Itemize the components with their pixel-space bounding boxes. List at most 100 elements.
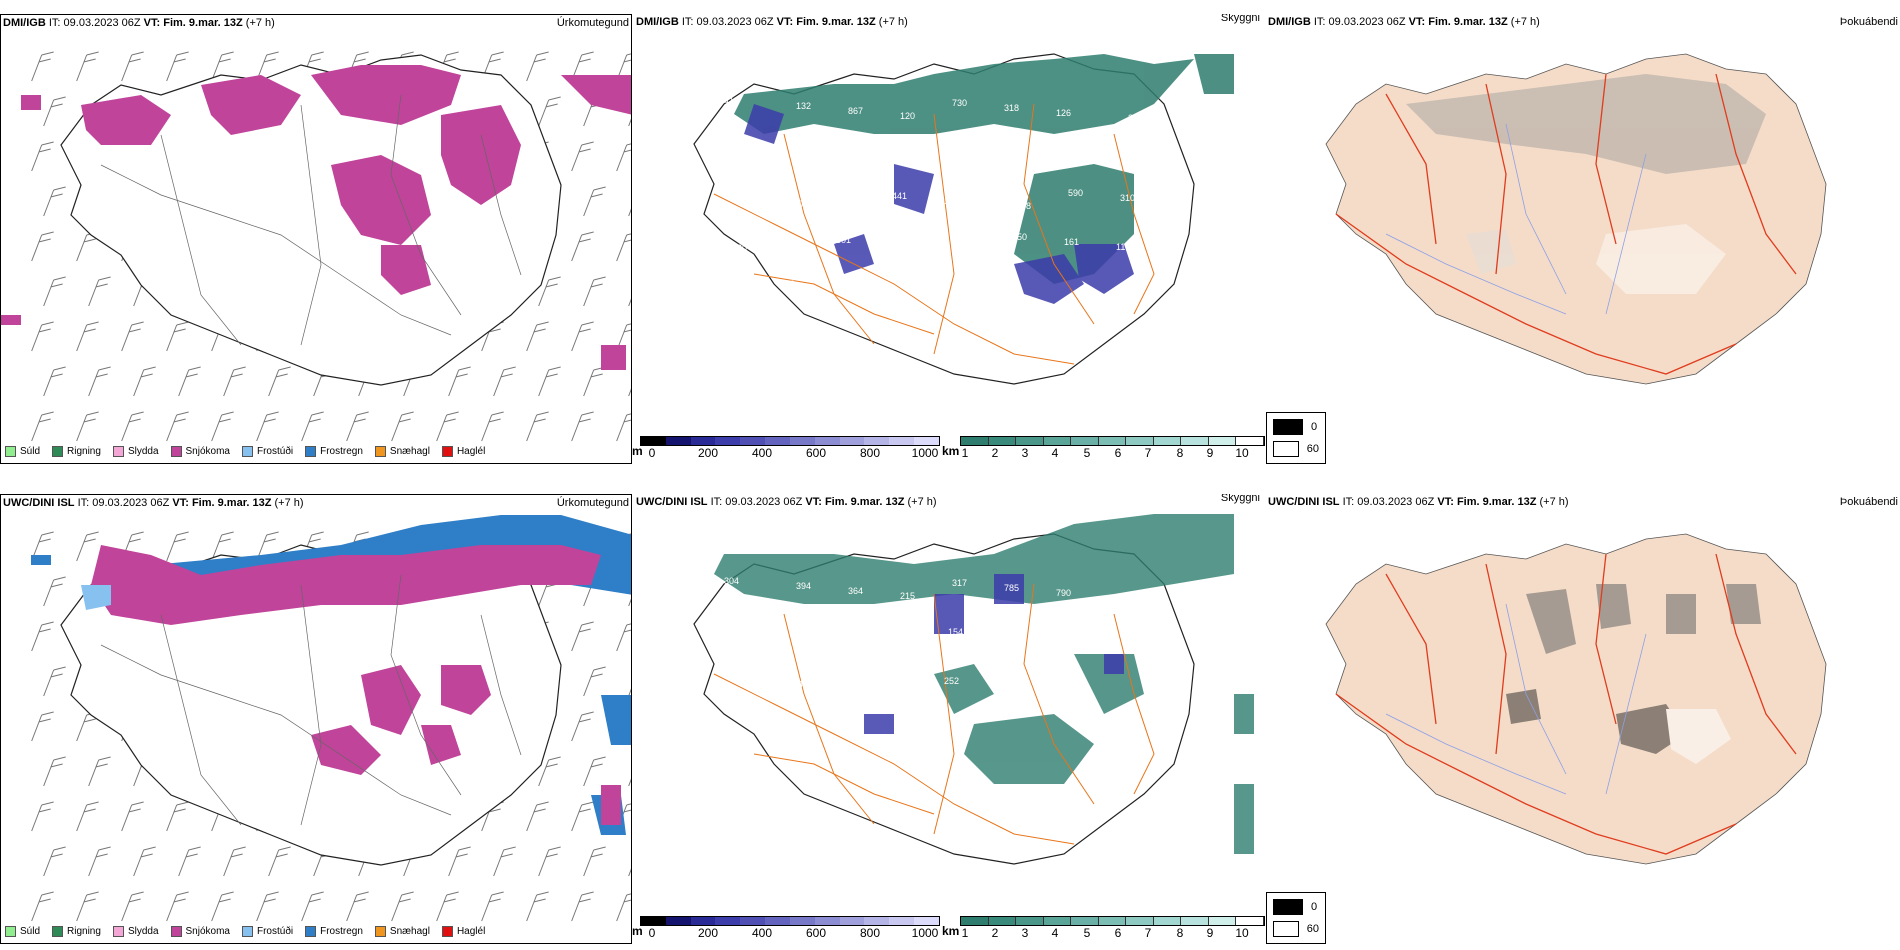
colorbar-cell bbox=[1236, 437, 1265, 445]
wind-barb bbox=[538, 846, 561, 877]
wind-barb bbox=[223, 846, 246, 877]
colorbar-cell bbox=[1153, 437, 1182, 445]
legend-swatch bbox=[241, 926, 253, 937]
wind-barb bbox=[76, 411, 99, 442]
tick: 8 bbox=[1176, 446, 1184, 460]
colorbar-cell bbox=[1098, 437, 1127, 445]
legend-label: Slydda bbox=[127, 926, 159, 937]
wind-barb bbox=[76, 51, 99, 82]
wind-barb bbox=[616, 413, 631, 442]
colorbar-cell bbox=[1071, 917, 1099, 925]
wind-barb bbox=[526, 321, 549, 352]
colorbar-cell bbox=[1208, 437, 1237, 445]
colorbar-cell bbox=[715, 437, 741, 445]
legend-label: Súld bbox=[20, 446, 41, 457]
wind-barb bbox=[571, 621, 594, 652]
colorbar-m-ticks: 0 200 400 600 800 1000 bbox=[640, 446, 940, 460]
tick: 1 bbox=[961, 926, 969, 940]
colorbar-cell bbox=[914, 917, 939, 925]
wind-barb bbox=[526, 51, 549, 82]
colorbar-m-swatches bbox=[640, 916, 940, 926]
tick: 10 bbox=[1235, 926, 1249, 940]
legend-label: Snæhagl bbox=[389, 926, 430, 937]
fog-index-label-bottom: Þokuábendi bbox=[1839, 496, 1898, 508]
colorbar-cell bbox=[1043, 917, 1072, 925]
fog-map-bottom bbox=[1325, 533, 1827, 865]
cloud-map-bottom: 304 394 364 215 317 785 790 630 319 253 50 208 154 25… bbox=[693, 514, 1254, 865]
legend-swatch bbox=[52, 926, 64, 937]
iceland-land bbox=[1325, 533, 1827, 865]
cloud-base-label: 364 bbox=[848, 586, 863, 596]
legend-swatch bbox=[374, 446, 386, 457]
cloud-base-label: 279 bbox=[852, 284, 867, 294]
legend-item: Snæhagl bbox=[374, 926, 430, 937]
vis-label: 0 bbox=[1311, 421, 1318, 433]
cloud-base-label: 283 bbox=[892, 671, 907, 681]
iceland-outline bbox=[693, 53, 1195, 385]
cloud-base-label: 262 bbox=[1072, 637, 1087, 647]
wind-barb bbox=[211, 891, 234, 922]
legend-item: Súld bbox=[5, 926, 40, 937]
wind-barb bbox=[31, 141, 54, 172]
cloud-base-label: 159 bbox=[736, 194, 751, 204]
colorbar-km-top: 1 2 3 4 5 6 7 8 9 10 km bbox=[942, 436, 1265, 460]
wind-barb bbox=[166, 321, 189, 352]
cloud-base-label: 304 bbox=[724, 576, 739, 586]
wind-barb bbox=[121, 411, 144, 442]
wind-barb bbox=[256, 411, 279, 442]
orange-roads bbox=[713, 103, 1155, 365]
tick: 600 bbox=[805, 926, 827, 940]
colorbar-cell bbox=[690, 917, 716, 925]
cloud-base-label: 630 bbox=[1128, 593, 1143, 603]
legend-label: Haglél bbox=[456, 446, 486, 457]
fog-shading bbox=[1506, 584, 1761, 764]
wind-barb bbox=[538, 756, 561, 787]
colorbar-km-unit: km bbox=[942, 924, 960, 938]
wind-barb bbox=[301, 891, 324, 922]
tick: 3 bbox=[1021, 446, 1029, 460]
cloud-base-label: 214 bbox=[788, 679, 803, 689]
legend-item: Frostregn bbox=[305, 446, 363, 457]
orange-roads bbox=[713, 583, 1155, 845]
wind-barb bbox=[571, 321, 594, 352]
cloud-base-label: 50 bbox=[844, 635, 854, 645]
wind-barb bbox=[43, 846, 66, 877]
cloud-base-label: 177 bbox=[792, 150, 807, 160]
wind-barb bbox=[211, 531, 234, 562]
wind-barb bbox=[133, 846, 156, 877]
colorbar-cell bbox=[839, 437, 865, 445]
tick: 400 bbox=[751, 926, 773, 940]
cloud-base-label: 220 bbox=[780, 279, 795, 289]
wind-barb bbox=[31, 801, 54, 832]
wind-barb bbox=[211, 411, 234, 442]
colorbar-cell bbox=[988, 917, 1017, 925]
legend-item: Snæhagl bbox=[374, 446, 430, 457]
wind-barb bbox=[43, 366, 66, 397]
wind-barb bbox=[76, 801, 99, 832]
colorbar-cell bbox=[1016, 917, 1044, 925]
visibility-label-top: Skyggni bbox=[1220, 14, 1260, 24]
tick: 4 bbox=[1051, 446, 1059, 460]
legend-label: Snjókoma bbox=[185, 446, 230, 457]
colorbar-cell bbox=[1098, 917, 1127, 925]
legend-label: Frostúði bbox=[256, 446, 294, 457]
tick: 3 bbox=[1021, 926, 1029, 940]
legend-swatch bbox=[112, 926, 124, 937]
precip-type-label-top: Úrkomutegund bbox=[556, 17, 629, 29]
colorbar-cell bbox=[641, 917, 666, 925]
colorbar-cell bbox=[665, 437, 691, 445]
wind-barb bbox=[436, 411, 459, 442]
legend-swatch bbox=[5, 926, 16, 937]
wind-barb bbox=[583, 276, 606, 307]
cloud-base-label: 785 bbox=[1004, 583, 1019, 593]
colorbar-cell bbox=[1016, 437, 1044, 445]
wind-barb bbox=[88, 276, 111, 307]
colorbar-m-bottom: 0 200 400 600 800 1000 m bbox=[632, 916, 940, 940]
wind-barb bbox=[526, 411, 549, 442]
cloud-panel-bottom: 304 394 364 215 317 785 790 630 319 253 50 208 154 25… bbox=[634, 494, 1264, 944]
tick: 0 bbox=[648, 446, 656, 460]
tick: 200 bbox=[697, 446, 719, 460]
legend-label: Frostúði bbox=[256, 926, 294, 937]
wind-barb bbox=[76, 321, 99, 352]
visibility-legend-bottom: 0 60 bbox=[1266, 892, 1326, 944]
